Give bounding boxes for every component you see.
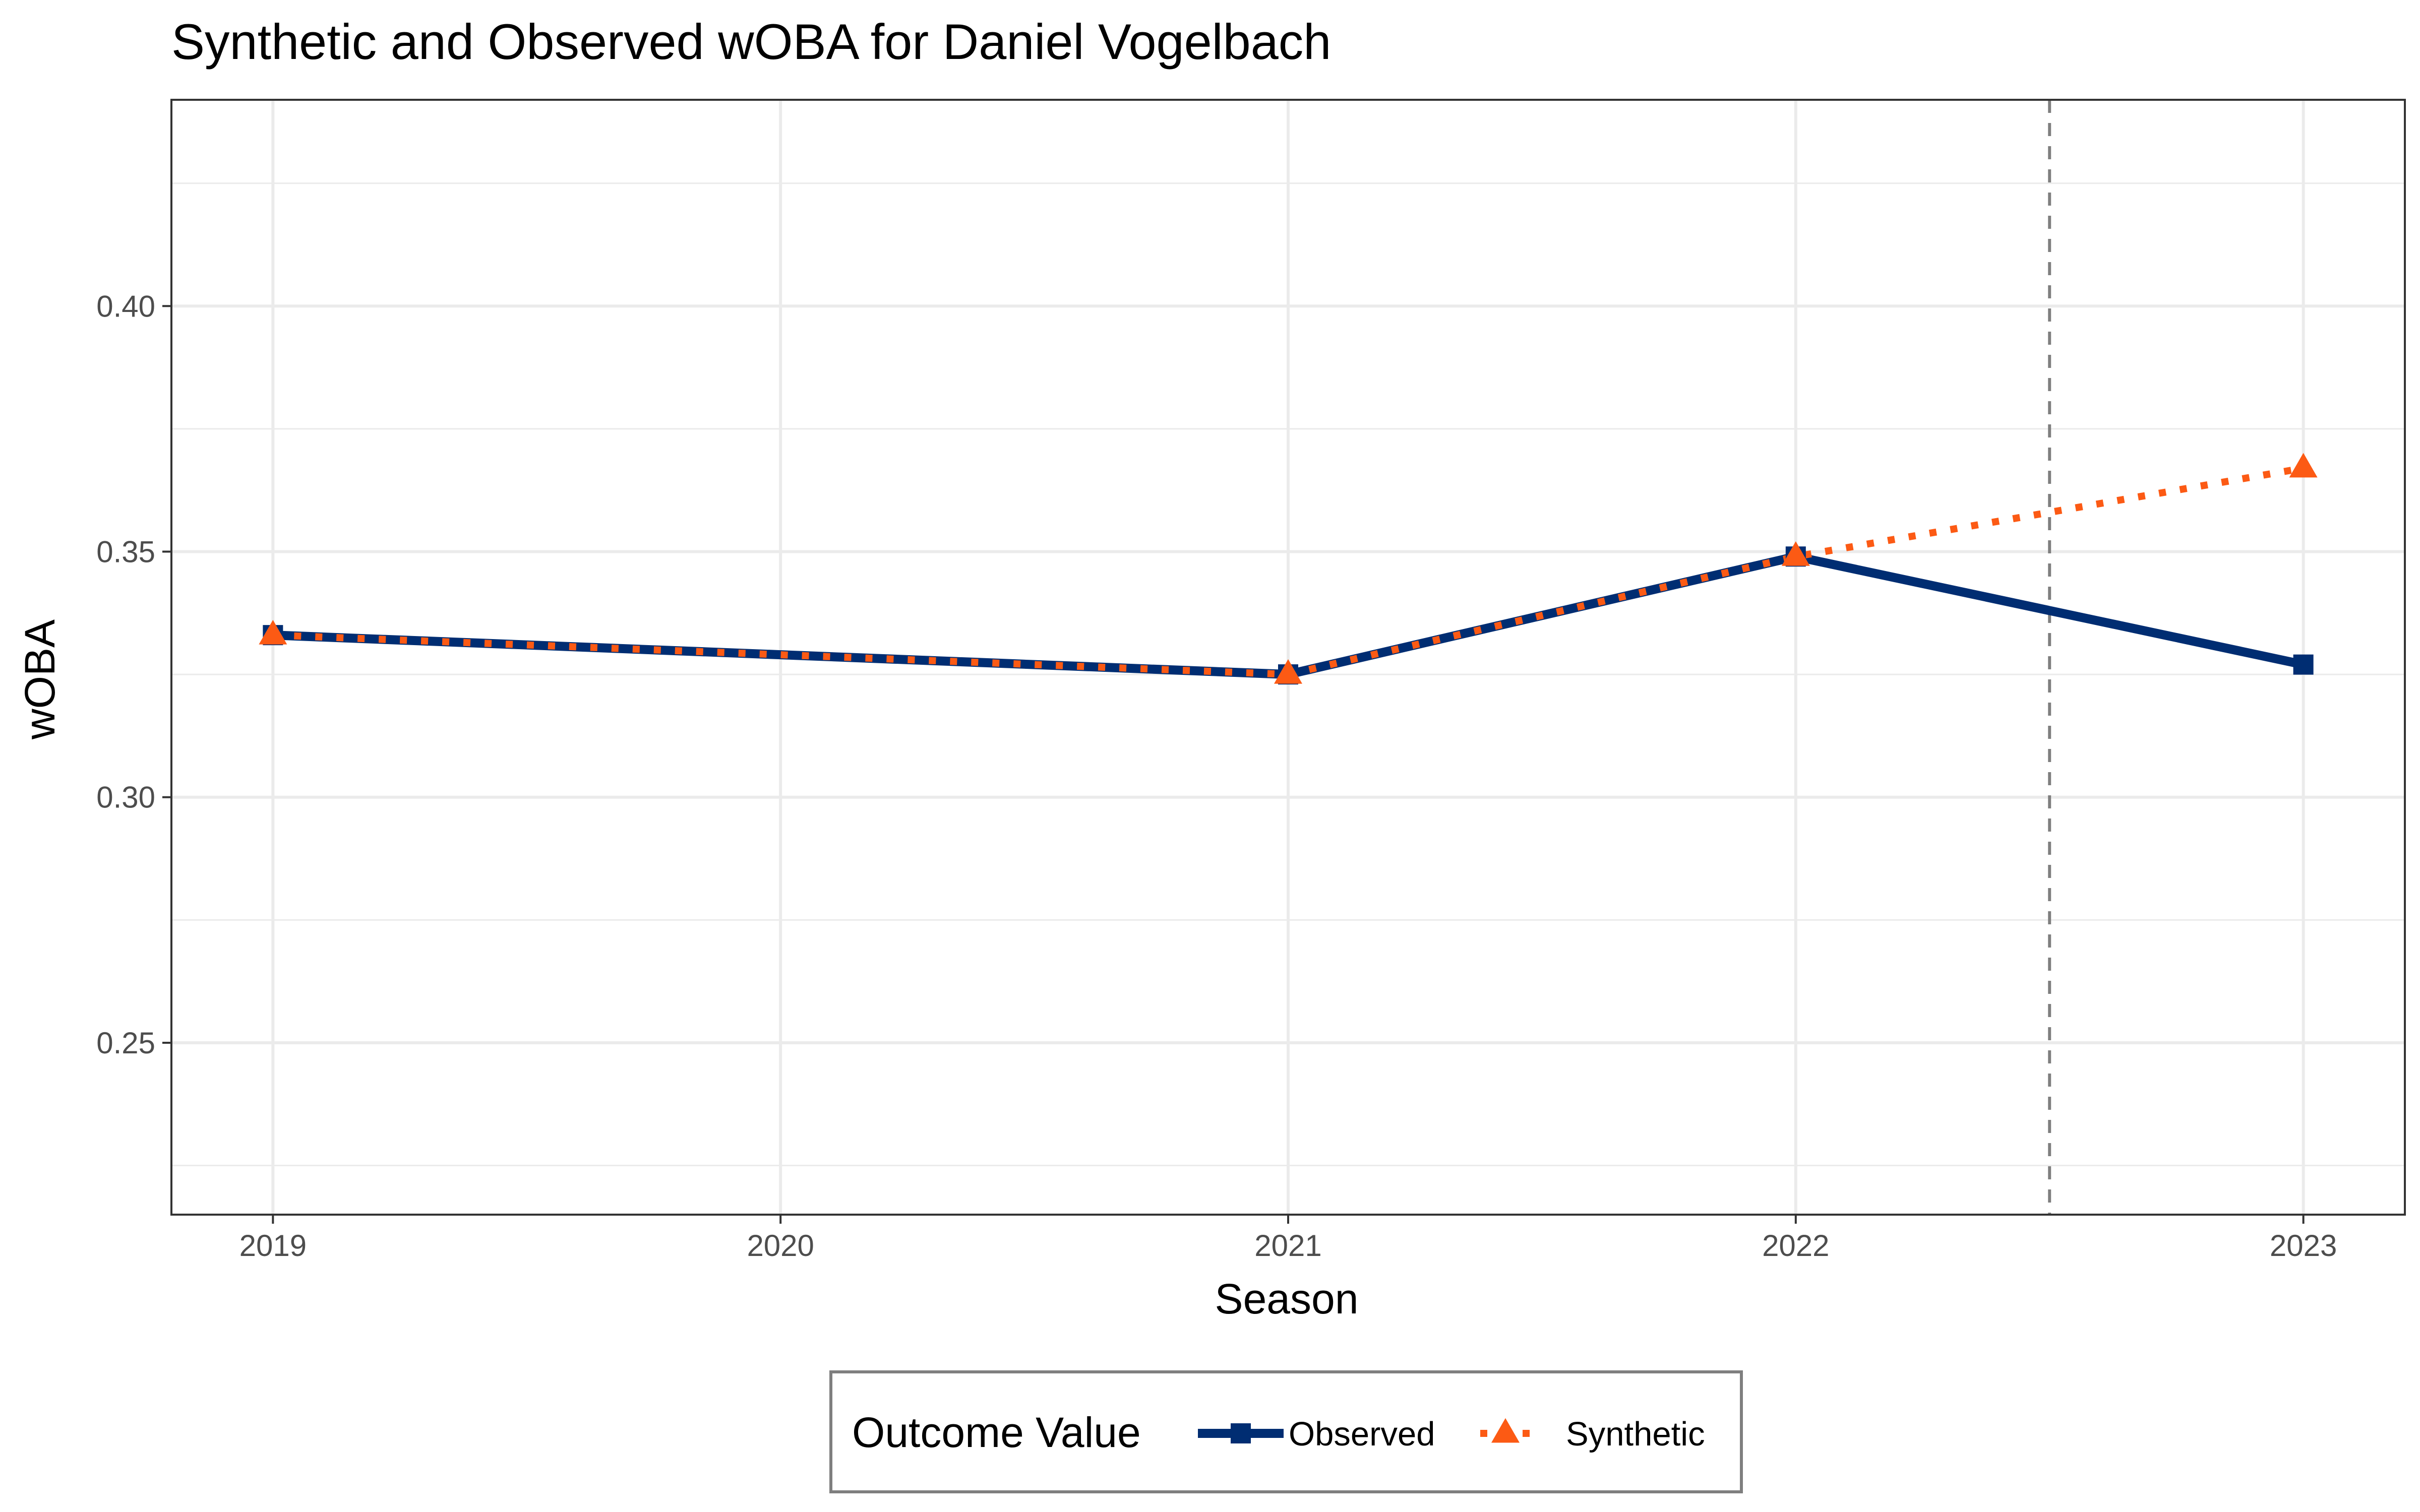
legend: Outcome Value Observed Synthetic [829, 1370, 1743, 1493]
chart-title: Synthetic and Observed wOBA for Daniel V… [171, 14, 1331, 70]
x-tick-label: 2019 [239, 1229, 307, 1263]
y-axis-title: wOBA [16, 619, 64, 740]
legend-key-marker-synthetic [1491, 1418, 1520, 1443]
legend-box [829, 1370, 1743, 1493]
legend-keys: Observed Synthetic [1198, 1415, 1705, 1453]
x-tick-label: 2022 [1762, 1229, 1829, 1263]
x-axis-title: Season [1215, 1275, 1359, 1322]
y-tick-label: 0.40 [96, 289, 155, 323]
y-axis: 0.25 0.30 0.35 0.40 [96, 289, 171, 1060]
data-point-synthetic [1781, 541, 1810, 566]
y-tick-label: 0.25 [96, 1026, 155, 1060]
series-layer [259, 453, 2318, 685]
legend-label-observed: Observed [1289, 1415, 1435, 1453]
x-tick-label: 2021 [1254, 1229, 1321, 1263]
legend-title: Outcome Value [852, 1409, 1141, 1456]
x-tick-label: 2023 [2270, 1229, 2337, 1263]
y-tick-label: 0.30 [96, 781, 155, 814]
y-tick-label: 0.35 [96, 535, 155, 569]
data-point-synthetic [1274, 659, 1302, 684]
data-point-synthetic [2289, 453, 2318, 478]
data-point-synthetic [259, 619, 287, 645]
x-axis: 2019 2020 2021 2022 2023 [239, 1215, 2337, 1263]
data-point-observed [2293, 654, 2314, 675]
x-tick-label: 2020 [747, 1229, 814, 1263]
legend-key-marker-observed [1231, 1423, 1251, 1443]
legend-label-synthetic: Synthetic [1566, 1415, 1705, 1453]
